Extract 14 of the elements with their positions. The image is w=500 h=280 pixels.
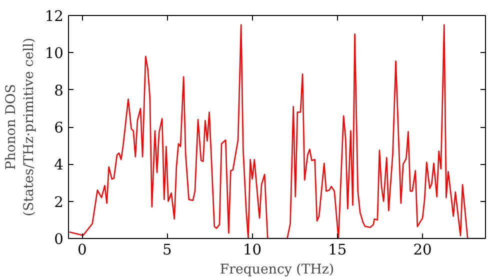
y-tick-label: 2 xyxy=(54,194,64,211)
x-tick-label: 15 xyxy=(328,242,347,258)
x-tick-label: 20 xyxy=(413,242,432,258)
x-tick-label: 5 xyxy=(162,242,172,258)
y-tick-label: 4 xyxy=(54,156,64,174)
x-tick-label: 0 xyxy=(77,242,87,258)
x-tick-label: 10 xyxy=(242,242,262,258)
y-tick-label: 8 xyxy=(54,82,64,100)
y-axis-title: Phonon DOS (States/THz·primitive cell) xyxy=(4,38,37,216)
y-tick-label: 10 xyxy=(44,45,64,62)
x-axis-title: Frequency (THz) xyxy=(220,262,334,278)
y-tick-label: 6 xyxy=(54,120,64,136)
y-tick-label: 0 xyxy=(54,231,64,248)
y-tick-label: 12 xyxy=(44,8,64,25)
